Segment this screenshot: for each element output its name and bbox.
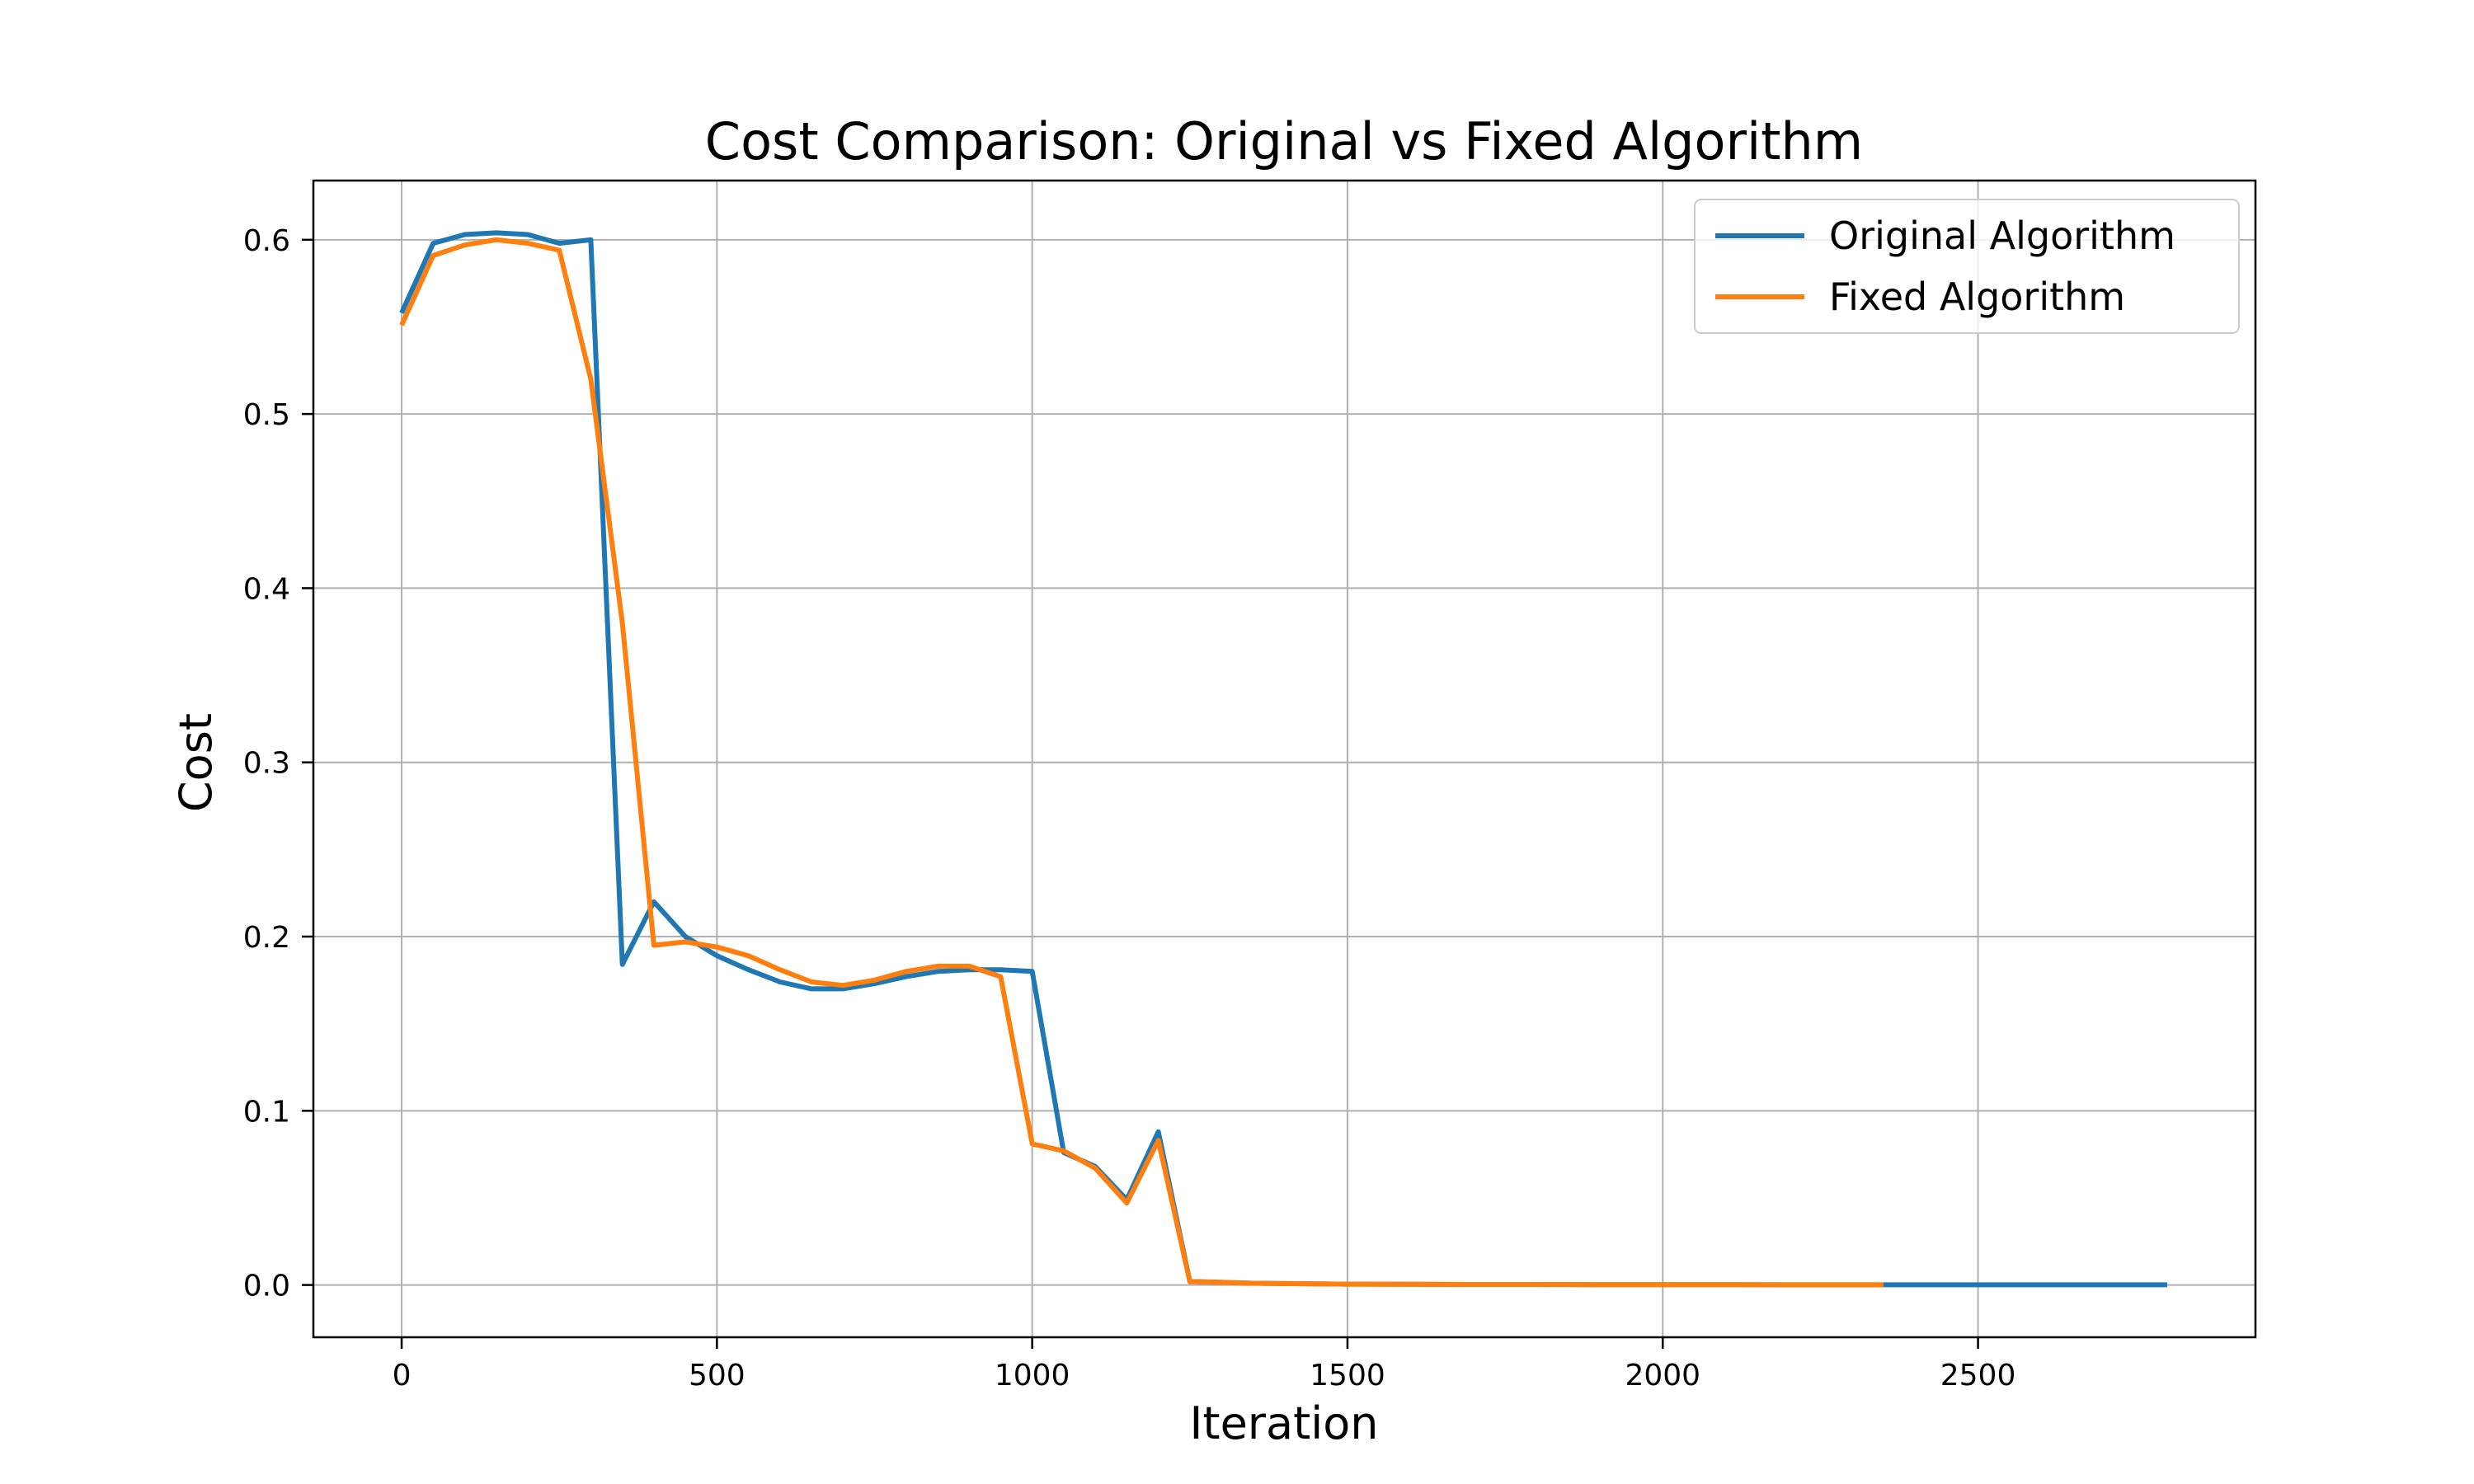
x-tick-label: 2000	[1625, 1359, 1700, 1392]
y-tick-label: 0.3	[243, 747, 290, 781]
axis-ticks: 0 500 1000 1500 2000 2500 0.0 0.1 0.2 0.3 0.4 0.5 0.…	[243, 224, 2016, 1392]
x-tick-label: 1000	[995, 1359, 1070, 1392]
y-tick-label: 0.0	[243, 1270, 290, 1303]
legend: Original Algorithm Fixed Algorithm	[1694, 199, 2240, 334]
series-line-fixed	[399, 237, 1884, 1288]
x-tick-label: 0	[393, 1359, 412, 1392]
chart-title: Cost Comparison: Original vs Fixed Algor…	[705, 111, 1863, 171]
x-axis-title: Iteration	[1189, 1397, 1378, 1449]
series-lines	[399, 230, 2167, 1288]
legend-box	[1694, 199, 2240, 334]
plot-frame	[312, 179, 2257, 1339]
y-tick-label: 0.4	[243, 572, 290, 606]
x-tick-label: 2500	[1940, 1359, 2016, 1392]
legend-label: Original Algorithm	[1829, 214, 2175, 258]
x-tick-label: 500	[689, 1359, 745, 1392]
legend-label: Fixed Algorithm	[1829, 275, 2125, 319]
y-axis-title: Cost	[170, 713, 222, 812]
y-tick-label: 0.2	[243, 921, 290, 955]
y-tick-label: 0.6	[243, 224, 290, 258]
y-tick-label: 0.5	[243, 398, 290, 432]
y-tick-label: 0.1	[243, 1095, 290, 1129]
x-tick-label: 1500	[1310, 1359, 1385, 1392]
